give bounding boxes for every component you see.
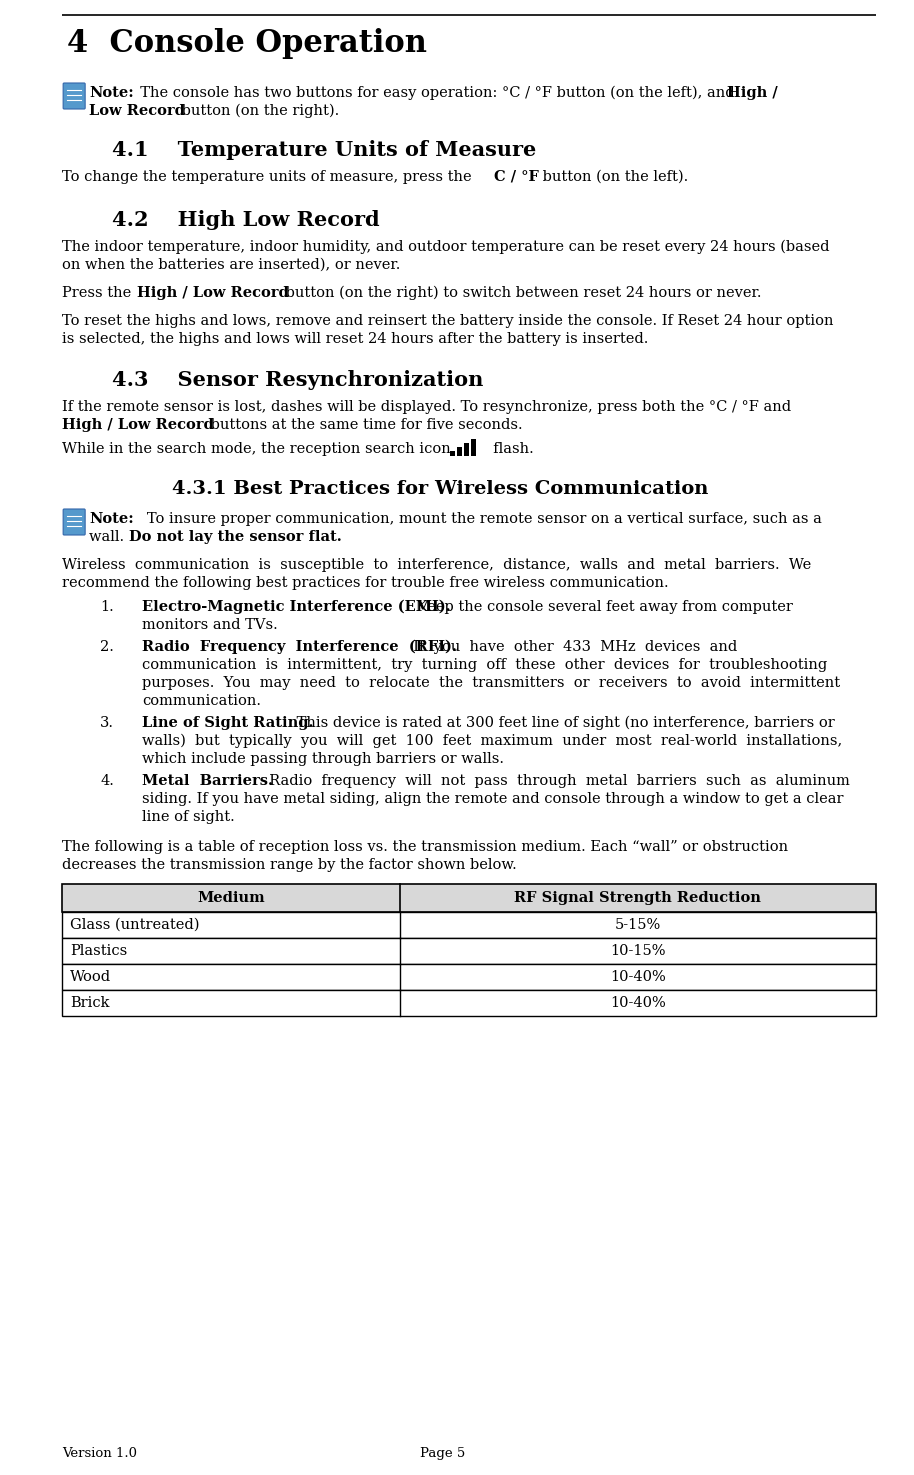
FancyBboxPatch shape — [63, 83, 85, 109]
Text: Wireless  communication  is  susceptible  to  interference,  distance,  walls  a: Wireless communication is susceptible to… — [62, 558, 812, 572]
Text: Keep the console several feet away from computer: Keep the console several feet away from … — [412, 600, 793, 614]
Text: wall.: wall. — [90, 530, 129, 544]
Text: 3.: 3. — [101, 715, 114, 730]
Text: 2.: 2. — [101, 640, 114, 653]
Bar — [451, 451, 455, 456]
Text: Page 5: Page 5 — [420, 1447, 466, 1460]
Text: The following is a table of reception loss vs. the transmission medium. Each “wa: The following is a table of reception lo… — [62, 839, 788, 854]
Text: 10-40%: 10-40% — [610, 971, 665, 984]
Text: Note:: Note: — [90, 86, 134, 100]
Text: flash.: flash. — [484, 442, 534, 456]
Text: line of sight.: line of sight. — [143, 810, 235, 825]
Text: Version 1.0: Version 1.0 — [62, 1447, 137, 1460]
Text: recommend the following best practices for trouble free wireless communication.: recommend the following best practices f… — [62, 577, 669, 590]
Text: To change the temperature units of measure, press the: To change the temperature units of measu… — [62, 170, 476, 184]
Text: 4.3.1 Best Practices for Wireless Communication: 4.3.1 Best Practices for Wireless Commun… — [172, 479, 708, 499]
Text: 10-40%: 10-40% — [610, 996, 665, 1010]
Text: RF Signal Strength Reduction: RF Signal Strength Reduction — [515, 891, 761, 906]
Text: Low Record: Low Record — [90, 105, 185, 118]
Text: If  you  have  other  433  MHz  devices  and: If you have other 433 MHz devices and — [404, 640, 738, 653]
Text: which include passing through barriers or walls.: which include passing through barriers o… — [143, 752, 505, 766]
Text: C / °F: C / °F — [494, 170, 539, 184]
Text: Glass (untreated): Glass (untreated) — [70, 917, 199, 932]
Text: Radio  Frequency  Interference  (RFI).: Radio Frequency Interference (RFI). — [143, 640, 457, 655]
Text: 4  Console Operation: 4 Console Operation — [67, 28, 427, 59]
Text: Press the: Press the — [62, 286, 136, 299]
Text: If the remote sensor is lost, dashes will be displayed. To resynchronize, press : If the remote sensor is lost, dashes wil… — [62, 400, 792, 414]
Text: Note:: Note: — [90, 512, 134, 527]
Text: button (on the left).: button (on the left). — [538, 170, 688, 184]
Text: To reset the highs and lows, remove and reinsert the battery inside the console.: To reset the highs and lows, remove and … — [62, 314, 834, 327]
Text: Do not lay the sensor flat.: Do not lay the sensor flat. — [129, 530, 342, 544]
Text: The indoor temperature, indoor humidity, and outdoor temperature can be reset ev: The indoor temperature, indoor humidity,… — [62, 240, 830, 254]
Text: 4.1    Temperature Units of Measure: 4.1 Temperature Units of Measure — [112, 140, 537, 159]
Text: 5-15%: 5-15% — [614, 917, 661, 932]
Text: Medium: Medium — [197, 891, 265, 906]
Bar — [62, 912, 876, 938]
Text: is selected, the highs and lows will reset 24 hours after the battery is inserte: is selected, the highs and lows will res… — [62, 332, 649, 347]
Bar — [62, 965, 876, 990]
Text: 10-15%: 10-15% — [610, 944, 665, 957]
Bar — [457, 447, 462, 456]
Text: Metal  Barriers.: Metal Barriers. — [143, 774, 273, 788]
Text: button (on the right) to switch between reset 24 hours or never.: button (on the right) to switch between … — [282, 286, 761, 301]
Text: communication.: communication. — [143, 695, 261, 708]
Text: Wood: Wood — [70, 971, 112, 984]
Text: 4.2    High Low Record: 4.2 High Low Record — [112, 209, 380, 230]
Text: High / Low Record: High / Low Record — [137, 286, 289, 299]
Bar — [62, 884, 876, 912]
Text: decreases the transmission range by the factor shown below.: decreases the transmission range by the … — [62, 858, 517, 872]
Text: purposes.  You  may  need  to  relocate  the  transmitters  or  receivers  to  a: purposes. You may need to relocate the t… — [143, 676, 840, 690]
Text: High / Low Record: High / Low Record — [62, 417, 214, 432]
Text: siding. If you have metal siding, align the remote and console through a window : siding. If you have metal siding, align … — [143, 792, 844, 805]
Text: Line of Sight Rating.: Line of Sight Rating. — [143, 715, 314, 730]
Text: This device is rated at 300 feet line of sight (no interference, barriers or: This device is rated at 300 feet line of… — [292, 715, 834, 730]
Text: on when the batteries are inserted), or never.: on when the batteries are inserted), or … — [62, 258, 400, 271]
Text: Electro-Magnetic Interference (EMI).: Electro-Magnetic Interference (EMI). — [143, 600, 451, 615]
Bar — [62, 938, 876, 965]
Text: Brick: Brick — [70, 996, 110, 1010]
Text: High /: High / — [728, 86, 778, 100]
Text: Radio  frequency  will  not  pass  through  metal  barriers  such  as  aluminum: Radio frequency will not pass through me… — [260, 774, 850, 788]
FancyBboxPatch shape — [63, 509, 85, 535]
Text: monitors and TVs.: monitors and TVs. — [143, 618, 278, 631]
Bar — [62, 990, 876, 1016]
Text: Plastics: Plastics — [70, 944, 127, 957]
Text: 4.3    Sensor Resynchronization: 4.3 Sensor Resynchronization — [112, 370, 484, 389]
Text: walls)  but  typically  you  will  get  100  feet  maximum  under  most  real-wo: walls) but typically you will get 100 fe… — [143, 735, 843, 748]
Bar — [471, 440, 476, 456]
Text: communication  is  intermittent,  try  turning  off  these  other  devices  for : communication is intermittent, try turni… — [143, 658, 827, 673]
Text: buttons at the same time for five seconds.: buttons at the same time for five second… — [207, 417, 523, 432]
Text: 4.: 4. — [101, 774, 114, 788]
Text: 1.: 1. — [101, 600, 114, 614]
Text: button (on the right).: button (on the right). — [177, 105, 339, 118]
Bar — [464, 442, 469, 456]
Text: To insure proper communication, mount the remote sensor on a vertical surface, s: To insure proper communication, mount th… — [133, 512, 822, 527]
Text: The console has two buttons for easy operation: °C / °F button (on the left), an: The console has two buttons for easy ope… — [131, 86, 739, 100]
Text: While in the search mode, the reception search icon: While in the search mode, the reception … — [62, 442, 451, 456]
